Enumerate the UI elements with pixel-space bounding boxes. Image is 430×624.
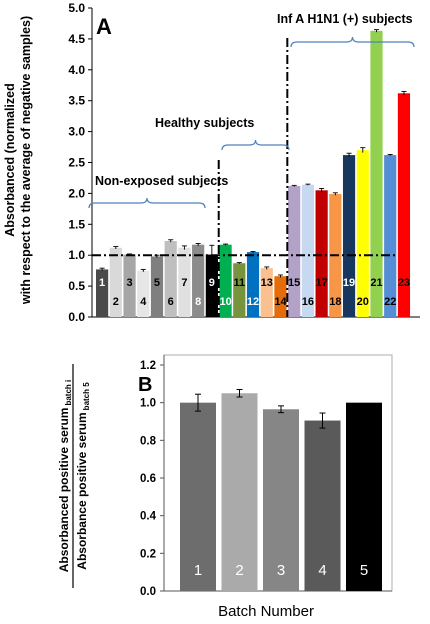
panel-a-chart: 0.00.51.01.52.02.53.03.54.04.55.0 123456… [3, 1, 420, 324]
panel-a-bar-17 [315, 190, 328, 317]
panel-a-y-tick-label: 2.0 [68, 186, 85, 200]
panel-a-bar-13 [260, 268, 273, 317]
panel-a-bar-label-1: 1 [99, 277, 105, 289]
panel-a-bar-19 [342, 155, 356, 317]
panel-a-bar-14 [274, 276, 287, 317]
panel-b-bar-2 [221, 393, 258, 591]
panel-a-y-tick-label: 5.0 [68, 1, 85, 15]
panel-b-chart: 0.0 0.2 0.4 0.6 0.8 1.0 1.2 1 2 3 4 5 B Absorbance… [57, 354, 393, 620]
panel-a-group-label-1: Non-exposed subjects [95, 174, 228, 188]
panel-a-bar-label-18: 18 [329, 296, 341, 308]
panel-a-ylabel-line1: Absorbanced (normalized [3, 83, 17, 237]
panel-a-bar-9 [205, 254, 218, 317]
panel-b-bar-label-1: 1 [194, 562, 202, 579]
panel-a-bar-5 [150, 256, 164, 317]
panel-a-y-tick-label: 2.5 [68, 156, 85, 170]
panel-a-bar-label-17: 17 [315, 277, 327, 289]
panel-a-group-bracket-1 [88, 197, 206, 209]
panel-b-y-tick-label: 0.4 [140, 511, 157, 523]
panel-b-ylabel: Absorbanced positive serumbatch i Absorb… [57, 364, 91, 588]
panel-a-letter: A [96, 14, 112, 39]
panel-a-y-tick-label: 4.5 [68, 32, 85, 46]
panel-a-bar-label-5: 5 [154, 277, 160, 289]
panel-a-bar-label-4: 4 [140, 296, 147, 308]
panel-a-bar-6 [164, 240, 177, 317]
panel-b-bar-label-5: 5 [360, 562, 368, 579]
panel-b-bars: 1 2 3 4 5 [180, 388, 382, 591]
panel-a-group-label-2: Healthy subjects [155, 116, 254, 130]
panel-a-bar-label-21: 21 [370, 277, 382, 289]
panel-b-bar-label-3: 3 [277, 562, 285, 579]
panel-a-y-tick-label: 3.0 [68, 125, 85, 139]
panel-a-bar-label-3: 3 [126, 277, 132, 289]
panel-b-y-tick-label: 0.0 [140, 586, 156, 598]
panel-a-y-tick-label: 4.0 [68, 63, 85, 77]
panel-a-bar-12 [246, 252, 260, 317]
panel-a-bar-label-12: 12 [247, 296, 259, 308]
panel-a-bar-label-20: 20 [357, 296, 369, 308]
panel-a-group-bracket-3 [290, 36, 415, 48]
panel-a-bar-label-9: 9 [209, 277, 215, 289]
panel-b-bar-4 [304, 420, 341, 591]
panel-b-y-tick-label: 0.8 [140, 435, 157, 447]
panel-b-bar-1 [180, 402, 216, 591]
panel-a-bar-21 [370, 30, 383, 318]
panel-a-bar-11 [233, 263, 246, 317]
panel-a-bar-22 [384, 155, 397, 317]
panel-a-group-label-3: Inf A H1N1 (+) subjects [277, 12, 413, 26]
panel-b-bar-3 [263, 409, 299, 591]
panel-a-bar-label-8: 8 [195, 296, 201, 308]
panel-a-y-tick-label: 1.0 [68, 248, 85, 262]
panel-a-bar-label-22: 22 [384, 296, 396, 308]
panel-a-bar-7 [178, 247, 191, 317]
panel-b-y-tick-label: 1.0 [140, 398, 156, 410]
panel-a-bar-2 [109, 247, 122, 317]
panel-a-bar-16 [301, 184, 314, 317]
panel-a-bar-1 [96, 269, 109, 317]
panel-a-bar-23 [397, 93, 411, 317]
panel-a-bar-label-13: 13 [261, 277, 273, 289]
panel-b-letter: B [138, 374, 152, 396]
panel-a-bar-10 [219, 244, 232, 317]
panel-a-group-brackets: Non-exposed subjects Healthy subjects Inf … [88, 12, 415, 317]
panel-a-group-bracket-2 [221, 139, 290, 151]
panel-a-bar-20 [356, 150, 369, 317]
panel-a-ylabel-line2: with respect to the average of negative … [19, 16, 33, 305]
panel-a-bar-label-6: 6 [168, 296, 174, 308]
panel-a-bar-4 [137, 270, 150, 317]
panel-a-bar-label-19: 19 [343, 277, 355, 289]
panel-b-xlabel: Batch Number [218, 603, 314, 620]
panel-a-bar-label-11: 11 [233, 277, 245, 289]
panel-a-bar-15 [288, 185, 301, 317]
panel-a-y-tick-label: 0.0 [68, 310, 85, 324]
panel-a-y-tick-label: 1.5 [68, 217, 85, 231]
panel-a-bar-label-10: 10 [219, 296, 231, 308]
panel-b-y-tick-label: 0.2 [140, 548, 156, 560]
panel-a-bar-label-14: 14 [274, 296, 287, 308]
panel-a-bar-label-16: 16 [302, 296, 314, 308]
panel-b-bar-5 [346, 402, 382, 591]
panel-b-bar-label-2: 2 [235, 562, 243, 579]
panel-a-bar-label-2: 2 [113, 296, 119, 308]
panel-a-bar-3 [123, 254, 136, 317]
panel-a-bar-label-7: 7 [181, 277, 187, 289]
panel-b-ylabel-denominator: Absorbance positive serumbatch 5 [75, 382, 91, 570]
panel-b-y-tick-label: 0.6 [140, 473, 156, 485]
panel-a-bar-8 [192, 244, 205, 317]
panel-a-bar-label-23: 23 [398, 277, 410, 289]
panel-a-bar-label-15: 15 [288, 277, 300, 289]
panel-b-ylabel-numerator: Absorbanced positive serumbatch i [57, 380, 73, 573]
panel-b-y-tick-label: 1.2 [140, 360, 156, 372]
panel-a-y-tick-label: 0.5 [68, 279, 85, 293]
panel-b-bar-label-4: 4 [318, 562, 326, 579]
panel-a-y-tick-label: 3.5 [68, 94, 85, 108]
